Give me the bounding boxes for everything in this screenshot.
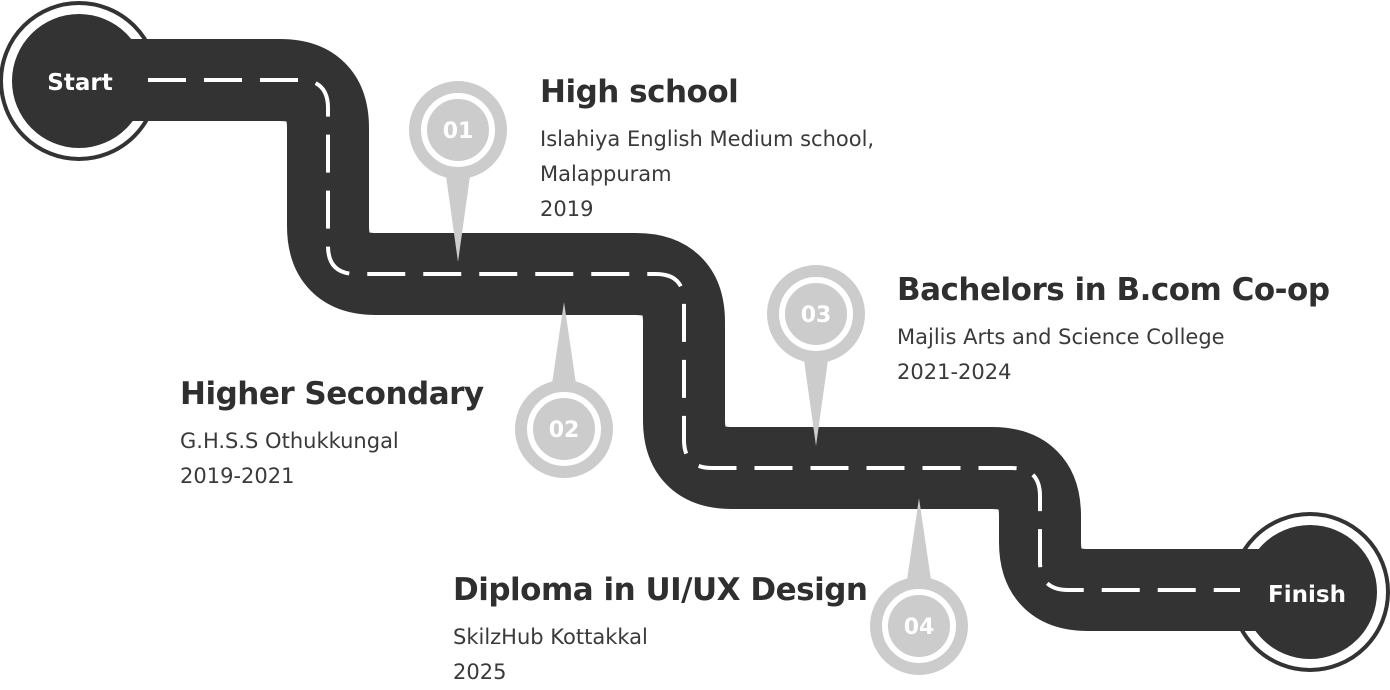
stage-year: 2019 xyxy=(540,197,594,221)
pin-pointer xyxy=(446,176,470,262)
stage-title: Higher Secondary xyxy=(180,376,484,412)
stage-pin-01: 01 xyxy=(409,81,507,262)
stage-01: High school Islahiya English Medium scho… xyxy=(540,74,874,227)
pin-pointer xyxy=(907,498,931,580)
stage-02: Higher Secondary G.H.S.S Othukkungal 201… xyxy=(180,376,484,494)
stage-number: 01 xyxy=(443,119,474,144)
stage-pin-04: 04 xyxy=(870,498,968,675)
stage-detail: Islahiya English Medium school, xyxy=(540,127,875,151)
finish-node xyxy=(1243,525,1377,659)
stage-number: 04 xyxy=(904,615,935,640)
stage-detail: G.H.S.S Othukkungal xyxy=(180,429,399,453)
stage-number: 03 xyxy=(801,303,832,328)
stage-year: 2021-2024 xyxy=(897,360,1012,384)
pin-ring xyxy=(882,589,956,663)
stage-03: Bachelors in B.com Co-op Majlis Arts and… xyxy=(897,272,1330,390)
stage-year: 2019-2021 xyxy=(180,464,295,488)
stage-title: Bachelors in B.com Co-op xyxy=(897,272,1330,308)
pin-pointer xyxy=(804,360,828,446)
pin-ring xyxy=(421,93,495,167)
pin-ring xyxy=(527,392,601,466)
stage-detail: SkilzHub Kottakkal xyxy=(453,625,648,649)
stage-pin-02: 02 xyxy=(515,302,613,478)
pin-pointer xyxy=(552,302,576,384)
stage-detail: Malappuram xyxy=(540,162,672,186)
pin-ring xyxy=(779,277,853,351)
road-center-line xyxy=(148,78,1240,592)
stage-title: High school xyxy=(540,74,739,110)
stage-pin-03: 03 xyxy=(767,265,865,446)
start-label: Start xyxy=(47,70,112,96)
finish-label: Finish xyxy=(1268,582,1346,608)
stage-year: 2025 xyxy=(453,660,507,684)
stage-04: Diploma in UI/UX Design SkilzHub Kottakk… xyxy=(453,572,868,690)
stage-number: 02 xyxy=(549,418,580,443)
stage-detail: Majlis Arts and Science College xyxy=(897,325,1225,349)
stage-title: Diploma in UI/UX Design xyxy=(453,572,868,608)
